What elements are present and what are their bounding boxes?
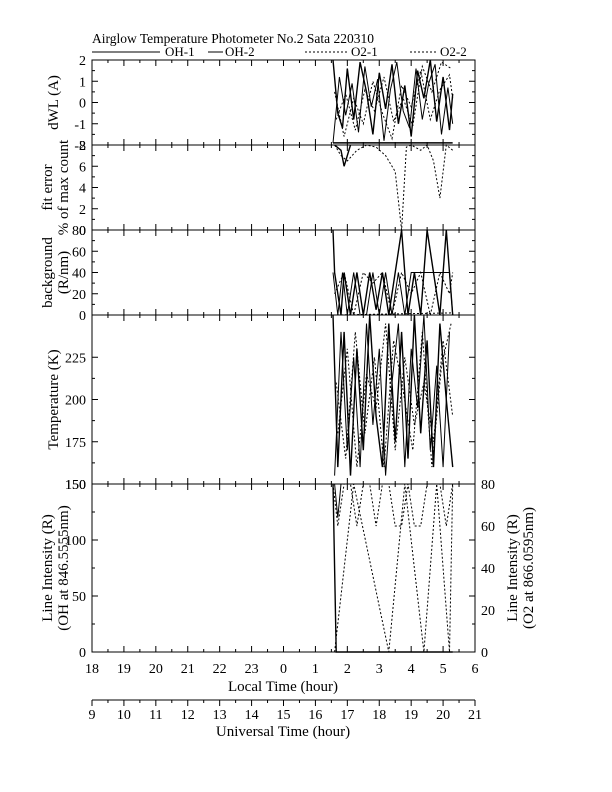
y-tick-label: 1 bbox=[79, 75, 86, 90]
y-axis-label: fit error bbox=[40, 164, 56, 210]
series-line-oh-1 bbox=[334, 144, 352, 167]
chart-title: Airglow Temperature Photometer No.2 Sata… bbox=[92, 31, 374, 46]
series-line-o2-2 bbox=[335, 61, 452, 131]
ut-tick-label: 19 bbox=[404, 708, 418, 723]
ut-tick-label: 16 bbox=[308, 708, 322, 723]
series-line-o2-2 bbox=[337, 323, 454, 468]
local-tick-label: 20 bbox=[149, 662, 163, 677]
y-tick-label: 0 bbox=[79, 97, 86, 112]
y-tick-label: 80 bbox=[72, 224, 86, 239]
legend: OH-1 OH-2 O2-1 O2-2 bbox=[92, 44, 467, 59]
y-tick-label: 2 bbox=[79, 203, 86, 218]
y-tick-label: -2 bbox=[74, 139, 86, 154]
y-right-axis-label: Line Intensity (R) bbox=[505, 514, 521, 621]
y-right-tick-label: 80 bbox=[481, 478, 495, 493]
local-tick-label: 18 bbox=[85, 662, 99, 677]
series-line-o2-1 bbox=[334, 144, 454, 231]
y-tick-label: 6 bbox=[79, 160, 86, 175]
local-tick-label: 2 bbox=[344, 662, 351, 677]
legend-label-oh1: OH-1 bbox=[165, 44, 195, 59]
y-tick-label: 0 bbox=[79, 224, 86, 239]
local-tick-label: 5 bbox=[440, 662, 447, 677]
y-right-tick-label: 0 bbox=[481, 646, 488, 661]
y-tick-label: 8 bbox=[79, 139, 86, 154]
ut-tick-label: 21 bbox=[468, 708, 482, 723]
ut-tick-label: 10 bbox=[117, 708, 131, 723]
ut-tick-label: 12 bbox=[181, 708, 195, 723]
series-line-o2-2 bbox=[334, 483, 454, 653]
local-time-title: Local Time (hour) bbox=[228, 679, 338, 695]
local-tick-label: 22 bbox=[213, 662, 227, 677]
y-axis-label-secondary: (R/nm) bbox=[56, 251, 72, 294]
y-axis-label: background bbox=[40, 237, 56, 308]
y-right-axis-label-secondary: (O2 at 866.0595nm) bbox=[521, 507, 537, 629]
local-tick-label: 19 bbox=[117, 662, 131, 677]
y-tick-label: 50 bbox=[72, 590, 86, 605]
local-time-axis: 18 19 20 21 22 23 0 1 2 3 4 5 6 bbox=[85, 662, 479, 677]
ut-tick-label: 11 bbox=[149, 708, 162, 723]
universal-time-title: Universal Time (hour) bbox=[216, 724, 350, 740]
panel-frame bbox=[91, 483, 476, 653]
y-tick-label: 40 bbox=[72, 267, 86, 282]
panel-frame bbox=[91, 144, 476, 231]
local-tick-label: 21 bbox=[181, 662, 195, 677]
y-tick-label: 2 bbox=[79, 54, 86, 69]
y-tick-label: 100 bbox=[65, 534, 86, 549]
local-tick-label: 6 bbox=[472, 662, 479, 677]
ut-tick-label: 18 bbox=[372, 708, 386, 723]
y-axis-label-secondary: % of max count bbox=[56, 139, 72, 235]
ut-tick-label: 14 bbox=[245, 708, 259, 723]
series-line-o2-1 bbox=[334, 270, 454, 316]
y-tick-label: 20 bbox=[72, 288, 86, 303]
y-tick-label: 4 bbox=[79, 182, 86, 197]
legend-label-o22: O2-2 bbox=[440, 44, 467, 59]
series-line-o2-1 bbox=[332, 483, 454, 527]
panel-background: 0 20 40 60 80 background (R/nm) bbox=[40, 224, 476, 324]
y-right-tick-label: 60 bbox=[481, 520, 495, 535]
panel-fit-error: 0 2 4 6 8 fit error% of max count bbox=[40, 139, 476, 239]
panel-frame bbox=[91, 314, 476, 485]
y-axis-label-secondary: (OH at 846.5555nm) bbox=[56, 505, 72, 630]
y-tick-label: 150 bbox=[65, 478, 86, 493]
local-tick-label: 1 bbox=[312, 662, 319, 677]
series-line-o2-1 bbox=[335, 323, 452, 468]
y-axis-label: Line Intensity (R) bbox=[40, 514, 56, 621]
legend-label-oh2: OH-2 bbox=[225, 44, 255, 59]
y-right-tick-label: 40 bbox=[481, 562, 495, 577]
series-line-o2-1 bbox=[334, 70, 454, 141]
series-line-oh-1 bbox=[332, 483, 453, 653]
ut-tick-label: 13 bbox=[213, 708, 227, 723]
ut-tick-label: 15 bbox=[277, 708, 291, 723]
y-tick-label: 200 bbox=[65, 394, 86, 409]
legend-label-o21: O2-1 bbox=[351, 44, 378, 59]
y-tick-label: 150 bbox=[65, 478, 86, 493]
panel-dwl: -2 -1 0 1 2 dWL (A) bbox=[46, 54, 476, 154]
local-tick-label: 23 bbox=[245, 662, 259, 677]
y-tick-label: -1 bbox=[74, 118, 86, 133]
y-axis-label: dWL (A) bbox=[46, 75, 62, 130]
local-tick-label: 4 bbox=[408, 662, 415, 677]
local-tick-label: 0 bbox=[280, 662, 287, 677]
y-tick-label: 0 bbox=[79, 309, 86, 324]
ut-tick-label: 9 bbox=[89, 708, 96, 723]
local-tick-label: 3 bbox=[376, 662, 383, 677]
series-line-oh-2 bbox=[332, 61, 454, 143]
series-line-oh-1 bbox=[332, 59, 454, 137]
ut-tick-label: 17 bbox=[340, 708, 354, 723]
y-axis-label: Temperature (K) bbox=[46, 349, 62, 449]
ut-tick-label: 20 bbox=[436, 708, 450, 723]
y-tick-label: 225 bbox=[65, 351, 86, 366]
y-tick-label: 60 bbox=[72, 245, 86, 260]
y-tick-label: 0 bbox=[79, 646, 86, 661]
universal-time-axis: 9 10 11 12 13 14 15 16 17 18 19 20 21 bbox=[89, 699, 482, 723]
y-right-tick-label: 20 bbox=[481, 604, 495, 619]
y-tick-label: 175 bbox=[65, 436, 86, 451]
